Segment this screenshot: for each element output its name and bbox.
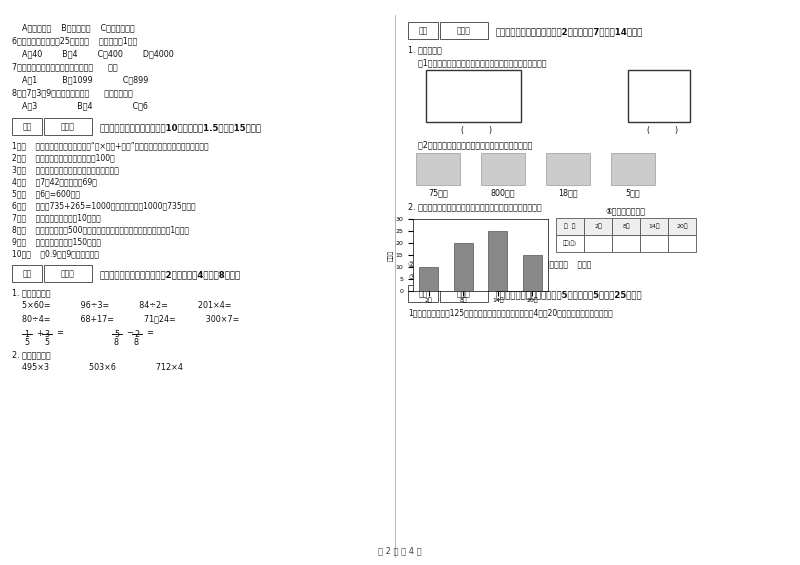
Text: 2时: 2时 [594, 224, 602, 229]
Bar [640, 218, 668, 235]
Text: 得分: 得分 [418, 26, 428, 35]
Text: 第 2 页 共 4 页: 第 2 页 共 4 页 [378, 546, 422, 555]
Text: ②这一天的最高气温是（    ）度，最低气温是（    ）度，平均气温大约（    ）度。: ②这一天的最高气温是（ ）度，最低气温是（ ）度，平均气温大约（ ）度。 [408, 260, 591, 269]
Text: 三、仔细推敲，正确判断（入10小题，每题1.5分，入15分）。: 三、仔细推敲，正确判断（入10小题，每题1.5分，入15分）。 [100, 123, 262, 132]
Text: 气温(度): 气温(度) [563, 241, 577, 246]
Bar [556, 218, 584, 235]
Bar [426, 70, 521, 122]
Text: 评卷人: 评卷人 [61, 122, 75, 131]
Text: =: = [56, 328, 63, 337]
Bar [546, 153, 590, 185]
Text: 时  间: 时 间 [564, 224, 576, 229]
Bar [628, 70, 690, 122]
Y-axis label: （度）: （度） [389, 249, 394, 260]
Text: 5千米: 5千米 [626, 188, 640, 197]
Bar [419, 267, 438, 291]
Bar [440, 285, 488, 302]
Text: 7、最小三位数和最大三位数的和是（      ）。: 7、最小三位数和最大三位数的和是（ ）。 [12, 62, 118, 71]
Text: 8时: 8时 [622, 224, 630, 229]
Bar [640, 235, 668, 252]
Text: 六、活用知识，解决问题（共5小题，每题5分，兡25分）。: 六、活用知识，解决问题（共5小题，每题5分，兡25分）。 [496, 290, 642, 299]
Text: 8: 8 [114, 338, 119, 347]
Text: 800千米: 800千米 [490, 188, 515, 197]
Text: 2、（    ）两个面积单位之间的进率是100。: 2、（ ）两个面积单位之间的进率是100。 [12, 153, 114, 162]
Text: 20时: 20时 [676, 224, 688, 229]
Text: A、40        B、4        C、400        D、4000: A、40 B、4 C、400 D、4000 [12, 49, 174, 58]
Text: （2）、把每小时行的路程与合适的出行方式连起来。: （2）、把每小时行的路程与合适的出行方式连起来。 [408, 140, 532, 149]
Text: ③实际算一算，这天的平均气温是多少？: ③实际算一算，这天的平均气温是多少？ [408, 272, 494, 281]
Text: 1. 实践操作：: 1. 实践操作： [408, 45, 442, 54]
Text: 5: 5 [44, 338, 49, 347]
Text: 5: 5 [24, 338, 29, 347]
Text: 1、（    ）有余数除法的验算方法是“商×除数+余数”，看得到的结果是否与被除数相等。: 1、（ ）有余数除法的验算方法是“商×除数+余数”，看得到的结果是否与被除数相等… [12, 141, 209, 150]
Text: (          ): ( ) [461, 126, 492, 135]
Text: 评卷人: 评卷人 [457, 26, 471, 35]
Text: 1: 1 [24, 330, 29, 339]
Bar [584, 218, 612, 235]
Bar [612, 218, 640, 235]
Bar [408, 285, 438, 302]
Bar [12, 118, 42, 135]
Bar [454, 243, 473, 291]
Text: 得分: 得分 [22, 269, 32, 278]
Text: 5、（    ）6分=600秒。: 5、（ ）6分=600秒。 [12, 189, 80, 198]
Text: 75千米: 75千米 [428, 188, 448, 197]
Text: 4、（    ）7个42相加的和是69。: 4、（ ）7个42相加的和是69。 [12, 177, 97, 186]
Text: 14时: 14时 [648, 224, 660, 229]
Text: 2. 下面是气温自测仪上记录的某天四个不同时间的气温情况：: 2. 下面是气温自测仪上记录的某天四个不同时间的气温情况： [408, 202, 542, 211]
Text: 2. 估算并计算：: 2. 估算并计算： [12, 350, 50, 359]
Bar [556, 235, 584, 252]
Text: 2: 2 [134, 330, 139, 339]
Bar [440, 22, 488, 39]
Text: A、1          B、1099            C、899: A、1 B、1099 C、899 [12, 75, 148, 84]
Text: ①根据统计图填表: ①根据统计图填表 [606, 207, 646, 216]
Text: 9、（    ）一本故事书约重150千克。: 9、（ ）一本故事书约重150千克。 [12, 237, 101, 246]
Text: 7、（    ）小明家客厅面积是10公顿。: 7、（ ）小明家客厅面积是10公顿。 [12, 213, 101, 222]
Bar [523, 255, 542, 291]
Bar [416, 153, 460, 185]
Bar [611, 153, 655, 185]
Text: 3、（    ）长方形的周长就是它四条边长度的和。: 3、（ ）长方形的周长就是它四条边长度的和。 [12, 165, 119, 174]
Bar [44, 118, 92, 135]
Text: 四、看清题目，细心计算（共2小题，每题4分，共8分）。: 四、看清题目，细心计算（共2小题，每题4分，共8分）。 [100, 270, 241, 279]
Text: 5: 5 [114, 330, 119, 339]
Text: 18千米: 18千米 [558, 188, 578, 197]
Text: 8: 8 [134, 338, 139, 347]
Bar [584, 235, 612, 252]
Text: 5×60=            96÷3=            84÷2=            201×4=: 5×60= 96÷3= 84÷2= 201×4= [22, 301, 231, 310]
Text: 10、（    ）0.9里有9个十分之一。: 10、（ ）0.9里有9个十分之一。 [12, 249, 99, 258]
Bar [488, 231, 507, 291]
Text: 得分: 得分 [22, 122, 32, 131]
Text: （1）、量出下面各图形中每条边的长度。（以毫米为单位）: （1）、量出下面各图形中每条边的长度。（以毫米为单位） [408, 58, 546, 67]
Bar [668, 218, 696, 235]
Text: 6、（    ）根据735+265=1000，可以直接写出1000－735的差。: 6、（ ）根据735+265=1000，可以直接写出1000－735的差。 [12, 201, 196, 210]
Bar [481, 153, 525, 185]
Bar [12, 265, 42, 282]
Text: 8、用7、3、9三个数字可组成（      ）个三位数。: 8、用7、3、9三个数字可组成（ ）个三位数。 [12, 88, 133, 97]
Text: =: = [146, 328, 153, 337]
Text: 8、（    ）小明家离学校500米，他每天上学、回家，一个来回一共要走1千米。: 8、（ ）小明家离学校500米，他每天上学、回家，一个来回一共要走1千米。 [12, 225, 189, 234]
Bar [668, 235, 696, 252]
Text: 评卷人: 评卷人 [61, 269, 75, 278]
Text: A、开关拔起    B、拧开瓶盖    C、转动的风车: A、开关拔起 B、拧开瓶盖 C、转动的风车 [12, 23, 134, 32]
Text: 评卷人: 评卷人 [457, 289, 471, 298]
Text: (          ): ( ) [647, 126, 678, 135]
Text: 6、平均每个同学体重25千克，（    ）名同学重1吨。: 6、平均每个同学体重25千克，（ ）名同学重1吨。 [12, 36, 138, 45]
Text: 80÷4=            68+17=            71－24=            300×7=: 80÷4= 68+17= 71－24= 300×7= [22, 314, 239, 323]
Text: 3: 3 [44, 330, 49, 339]
Text: +: + [36, 328, 43, 337]
Text: 1. 直接写得数：: 1. 直接写得数： [12, 288, 50, 297]
Text: 1、一个果园里裁了125棵苹果树，桃树的棵数比苹果树琄4倍少20棵。这个果园一共裁了多少: 1、一个果园里裁了125棵苹果树，桃树的棵数比苹果树琄4倍少20棵。这个果园一共… [408, 308, 613, 317]
Text: A、3                B、4                C、6: A、3 B、4 C、6 [12, 101, 148, 110]
Bar [612, 235, 640, 252]
Text: 495×3                503×6                712×4: 495×3 503×6 712×4 [22, 363, 183, 372]
Text: 得分: 得分 [418, 289, 428, 298]
Text: −: − [126, 328, 133, 337]
Bar [408, 22, 438, 39]
Text: 五、认真思考，综合能力（共2小题，每题7分，入14分）。: 五、认真思考，综合能力（共2小题，每题7分，入14分）。 [496, 27, 643, 36]
Bar [44, 265, 92, 282]
